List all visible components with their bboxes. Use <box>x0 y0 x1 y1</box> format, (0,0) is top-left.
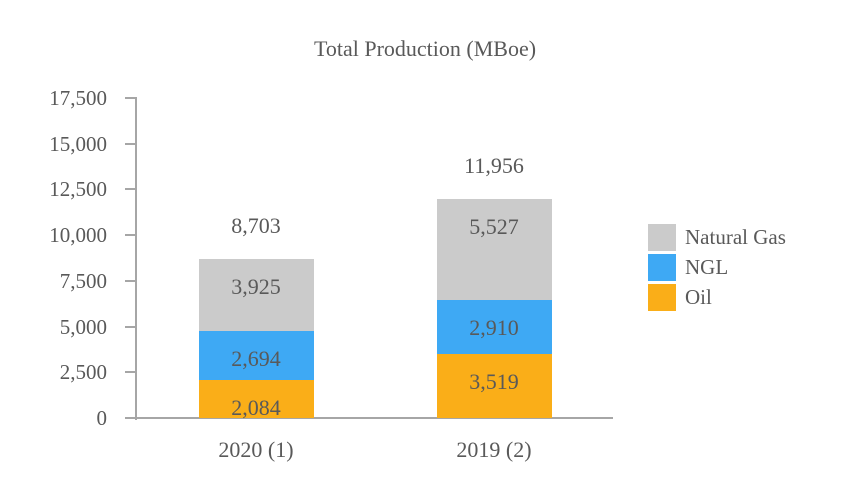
y-tick <box>125 279 136 282</box>
y-tick <box>125 417 136 419</box>
y-tick <box>125 325 136 328</box>
bar-total-label: 11,956 <box>464 153 524 179</box>
legend-swatch-oil <box>648 283 676 311</box>
legend-item: Oil <box>648 283 786 311</box>
segment-value-label: 2,910 <box>469 315 519 341</box>
y-tick <box>125 142 136 145</box>
y-tick <box>125 371 136 374</box>
y-tick <box>125 188 136 191</box>
bar-total-label: 8,703 <box>231 212 281 238</box>
x-axis-line <box>125 417 613 419</box>
y-tick-label: 15,000 <box>49 131 107 156</box>
y-tick-label: 5,000 <box>59 314 107 339</box>
legend: Natural Gas NGL Oil <box>648 223 786 311</box>
y-tick-label: 10,000 <box>49 223 107 248</box>
legend-item: Natural Gas <box>648 223 786 251</box>
y-tick-label: 0 <box>96 406 108 430</box>
bar-segment-natural-gas <box>436 199 552 301</box>
bar-segment-oil <box>436 353 552 418</box>
y-tick <box>125 97 136 99</box>
legend-label: NGL <box>685 254 729 279</box>
legend-swatch-ngl <box>648 253 676 281</box>
x-category-label: 2019 (2) <box>456 437 532 462</box>
segment-value-label: 5,527 <box>469 214 519 240</box>
bar-segment-ngl <box>436 300 552 354</box>
legend-item: NGL <box>648 253 786 281</box>
segment-value-label: 3,519 <box>469 368 519 394</box>
bar-segment-ngl <box>198 330 314 380</box>
legend-label: Oil <box>685 284 712 309</box>
bar-segment-natural-gas <box>198 258 314 331</box>
bar-segment-oil <box>198 379 314 418</box>
segment-value-label: 3,925 <box>231 273 281 299</box>
y-tick-label: 7,500 <box>59 268 107 293</box>
y-tick <box>125 234 136 237</box>
y-tick-label: 17,500 <box>49 86 107 110</box>
y-tick-label: 2,500 <box>59 360 107 385</box>
segment-value-label: 2,694 <box>231 345 281 371</box>
y-axis-line <box>135 97 137 420</box>
legend-swatch-natural-gas <box>648 223 676 251</box>
chart-title: Total Production (MBoe) <box>313 36 537 61</box>
legend-label: Natural Gas <box>685 224 786 249</box>
y-tick-label: 12,500 <box>49 177 107 202</box>
x-category-label: 2020 (1) <box>218 437 294 462</box>
segment-value-label: 2,084 <box>231 394 281 420</box>
